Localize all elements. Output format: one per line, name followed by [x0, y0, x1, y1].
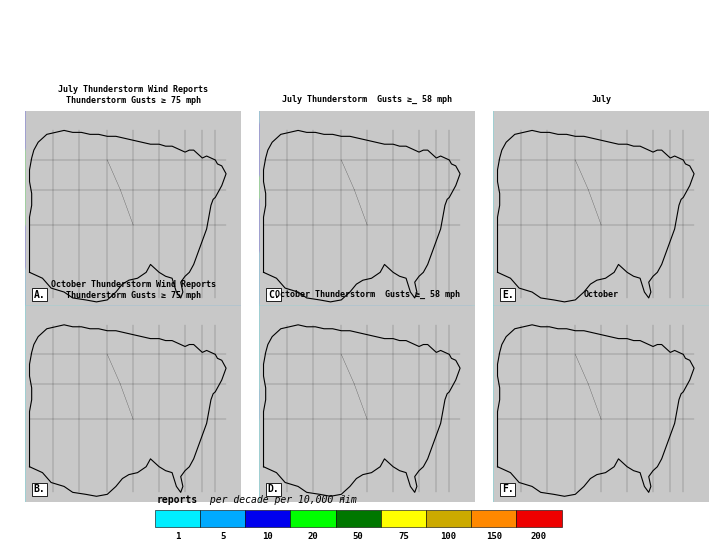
Text: B.: B. [34, 484, 45, 494]
Text: 1: 1 [175, 532, 180, 540]
Text: D.: D. [268, 484, 279, 494]
Text: per decade per 10,000 nim: per decade per 10,000 nim [204, 495, 356, 505]
Bar [200, 510, 246, 526]
Bar [336, 510, 381, 526]
Text: 150: 150 [486, 532, 502, 540]
Text: July Thunderstorm Wind Reports: July Thunderstorm Wind Reports [58, 85, 208, 94]
Text: C.: C. [268, 290, 279, 300]
Bar [246, 510, 290, 526]
Text: Thunderstorm Gusts ≥ 75 mph: Thunderstorm Gusts ≥ 75 mph [66, 291, 201, 300]
Text: A.: A. [34, 290, 45, 300]
Text: F.: F. [502, 484, 513, 494]
Text: 100: 100 [441, 532, 456, 540]
Text: reports: reports [156, 495, 197, 505]
Text: July: July [591, 95, 611, 104]
PathPatch shape [493, 111, 709, 308]
Text: 20: 20 [307, 532, 318, 540]
Text: 50: 50 [353, 532, 364, 540]
Text: 2: 2 [341, 495, 345, 501]
Text: July Thunderstorm  Gusts ≥_ 58 mph: July Thunderstorm Gusts ≥_ 58 mph [282, 95, 452, 104]
PathPatch shape [259, 305, 475, 502]
Bar [290, 510, 336, 526]
Bar [381, 510, 426, 526]
Bar [471, 510, 516, 526]
Text: 75: 75 [398, 532, 409, 540]
Text: 10: 10 [262, 532, 273, 540]
Text: October: October [584, 289, 618, 299]
Text: October Thunderstorm Wind Reports: October Thunderstorm Wind Reports [50, 280, 216, 289]
Text: E.: E. [502, 290, 513, 300]
Bar [155, 510, 200, 526]
PathPatch shape [25, 305, 241, 502]
PathPatch shape [25, 111, 241, 308]
PathPatch shape [259, 111, 475, 308]
Text: October Thunderstorm  Gusts ≥_ 58 mph: October Thunderstorm Gusts ≥_ 58 mph [275, 289, 459, 299]
PathPatch shape [493, 305, 709, 502]
Text: 5: 5 [220, 532, 225, 540]
Bar [516, 510, 562, 526]
Bar [426, 510, 471, 526]
Text: Thunderstorm Gusts ≥ 75 mph: Thunderstorm Gusts ≥ 75 mph [66, 96, 201, 105]
Text: 200: 200 [531, 532, 547, 540]
